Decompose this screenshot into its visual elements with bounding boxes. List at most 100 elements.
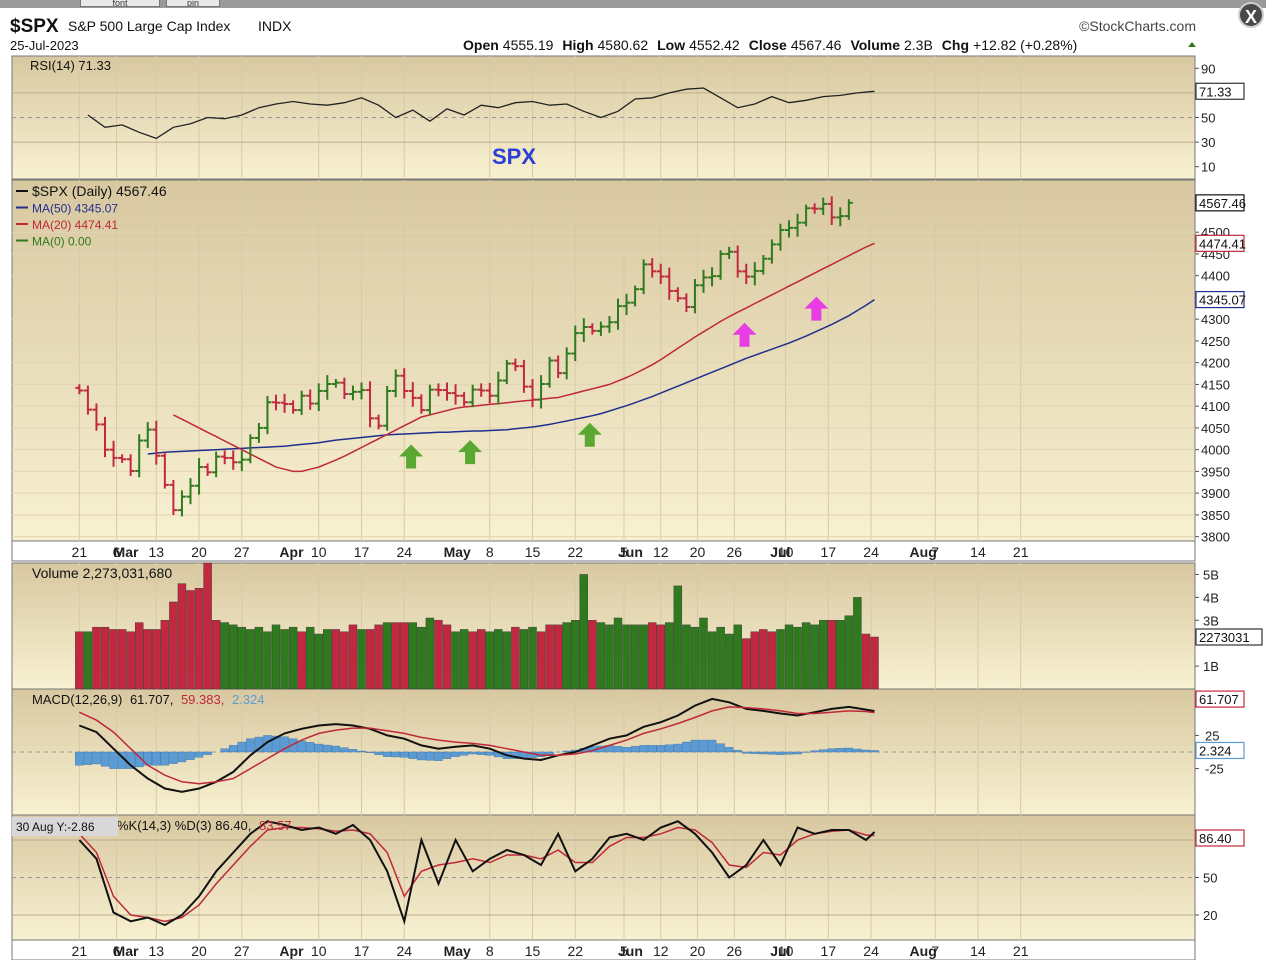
price-tick-label: 4100 xyxy=(1201,399,1230,414)
tab-pin[interactable]: pin xyxy=(166,0,220,7)
date-tick-label: 13 xyxy=(149,943,165,959)
price-bar xyxy=(648,258,657,278)
tab-font[interactable]: font xyxy=(80,0,160,7)
date-tick-label: 21 xyxy=(72,544,88,560)
up-arrow-icon xyxy=(577,422,602,447)
price-bar xyxy=(485,382,494,404)
volume-bar xyxy=(400,622,409,690)
volume-bar xyxy=(784,624,794,690)
price-tick-label: 4400 xyxy=(1201,269,1230,284)
macd-histogram-bar xyxy=(177,751,187,763)
macd-histogram-bar xyxy=(767,751,777,755)
legend-swatch xyxy=(16,190,28,192)
volume-bar xyxy=(648,622,657,690)
macd-histogram-bar xyxy=(203,751,212,755)
volume-bars xyxy=(75,562,879,690)
volume-bar xyxy=(331,629,341,690)
macd-histogram-bar xyxy=(459,751,469,756)
volume-bar xyxy=(229,624,238,690)
macd-histogram-bar xyxy=(348,749,358,753)
stoch-tick-label: 20 xyxy=(1203,908,1217,923)
volume-bar xyxy=(716,626,725,690)
macd-histogram-bar xyxy=(665,744,674,753)
ohlc-label: Chg xyxy=(942,37,969,53)
volume-bar xyxy=(853,597,862,690)
price-bar xyxy=(819,197,828,215)
close-button[interactable]: X xyxy=(1238,2,1264,28)
macd-histogram-bar xyxy=(630,746,640,753)
date-tick-label: Apr xyxy=(279,544,304,560)
rsi-tick-label: 90 xyxy=(1201,61,1215,76)
date-tick-label: Aug xyxy=(910,943,937,959)
rsi-value-tag: 71.33 xyxy=(1199,84,1232,99)
macd-histogram-bar xyxy=(280,736,289,753)
up-arrow-icon xyxy=(1188,42,1196,47)
volume-bar xyxy=(630,624,640,690)
price-bar xyxy=(725,246,734,259)
macd-histogram-bar xyxy=(819,749,828,753)
price-tick-label: 3850 xyxy=(1201,508,1230,523)
macd-histogram-bar xyxy=(434,751,443,761)
price-bar xyxy=(331,379,340,388)
volume-bar xyxy=(254,626,264,690)
macd-histogram-bar xyxy=(357,750,366,753)
price-bar xyxy=(212,451,221,478)
macd-histogram-bar xyxy=(194,751,204,758)
volume-bar xyxy=(494,629,503,690)
volume-bar xyxy=(836,620,845,690)
macd-histogram-bar xyxy=(297,740,306,753)
date-tick-label: 24 xyxy=(396,943,412,959)
volume-bar xyxy=(425,617,435,690)
macd-histogram-bar xyxy=(271,735,281,753)
price-bar xyxy=(254,422,263,443)
volume-tick-label: 4B xyxy=(1203,590,1219,605)
price-bar xyxy=(827,196,836,225)
price-tick-label: 3900 xyxy=(1201,486,1230,501)
ma20-tag: 4474.41 xyxy=(1199,236,1246,251)
price-bar xyxy=(519,359,528,393)
volume-bar xyxy=(588,620,597,690)
volume-bar xyxy=(536,631,546,690)
volume-tag-box xyxy=(1195,628,1263,646)
macd-legend: MACD(12,26,9) 61.707, 59.383, 2.324 xyxy=(32,692,264,707)
volume-bar xyxy=(707,631,717,690)
price-bar xyxy=(605,315,614,333)
price-bar xyxy=(177,490,186,517)
price-legend-item: $SPX (Daily) 4567.46 xyxy=(32,183,167,199)
price-bar xyxy=(614,298,622,330)
macd-histogram-bar xyxy=(485,751,494,756)
price-tick-label: 3800 xyxy=(1201,530,1230,545)
macd-layer xyxy=(75,697,879,793)
price-bar xyxy=(357,382,366,400)
price-bar xyxy=(195,458,204,495)
volume-bar xyxy=(143,629,152,690)
macd-histogram-bar xyxy=(83,751,93,765)
price-tick-label: 3950 xyxy=(1201,464,1230,479)
stoch-legend-d: 83.57 xyxy=(259,818,292,833)
macd-histogram-bar xyxy=(707,739,717,753)
macd-histogram-bar xyxy=(699,739,708,753)
volume-bar xyxy=(810,624,819,690)
date-tick-label: 26 xyxy=(726,544,742,560)
date-tick-label: 5 xyxy=(620,943,628,959)
price-bar xyxy=(562,347,571,380)
price-bar xyxy=(528,379,537,408)
macd-histogram-bar xyxy=(246,738,255,753)
volume-bar xyxy=(220,622,229,690)
macd-line xyxy=(78,697,875,793)
macd-histogram-bar xyxy=(861,749,871,753)
price-bar xyxy=(186,478,195,505)
volume-tick-label: 1B xyxy=(1203,659,1219,674)
price-bar xyxy=(408,382,417,407)
macd-histogram-bar xyxy=(263,735,272,753)
date-tick-label: 10 xyxy=(311,544,327,560)
date-tick-label: 10 xyxy=(778,544,794,560)
volume-bar xyxy=(750,631,759,690)
volume-bar xyxy=(639,624,648,690)
price-bar xyxy=(793,213,802,237)
up-arrow-icon xyxy=(458,440,483,465)
volume-bar xyxy=(365,629,375,690)
price-bar xyxy=(83,385,92,415)
